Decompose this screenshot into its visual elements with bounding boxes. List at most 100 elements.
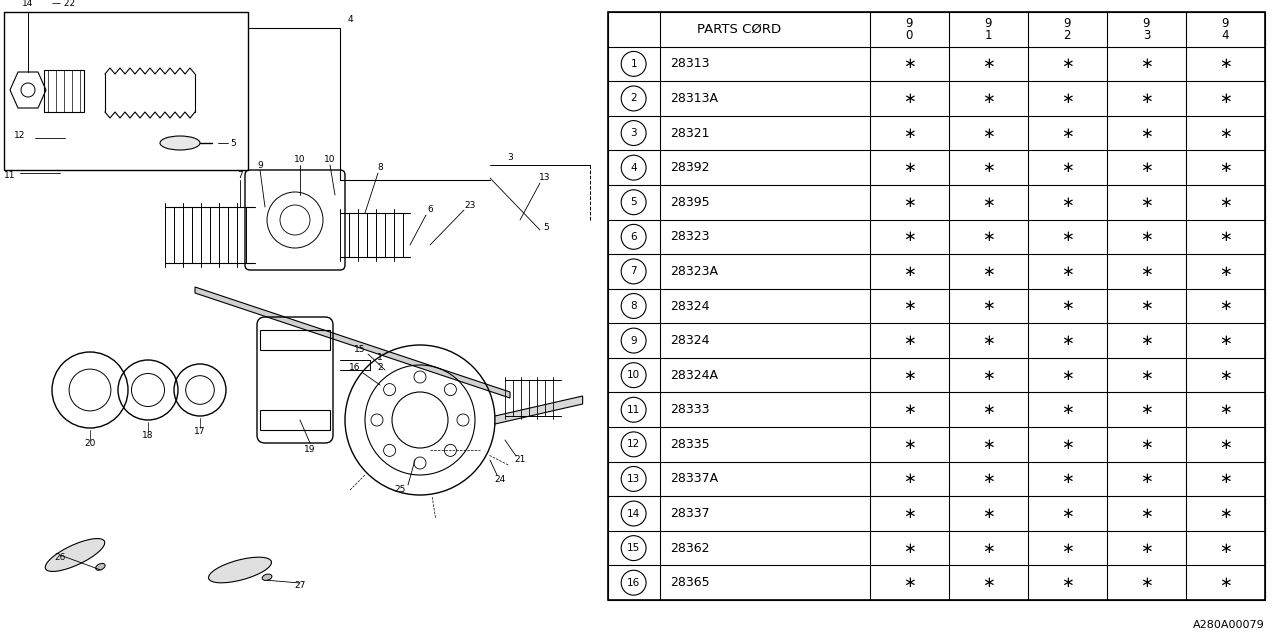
Text: ∗: ∗ xyxy=(1140,91,1153,106)
Text: ∗: ∗ xyxy=(1140,472,1153,486)
Text: 3: 3 xyxy=(507,154,513,163)
Text: 28321: 28321 xyxy=(669,127,709,140)
Text: 10: 10 xyxy=(294,156,306,164)
Text: ∗: ∗ xyxy=(1140,437,1153,452)
Text: ∗: ∗ xyxy=(902,195,915,210)
Text: ∗: ∗ xyxy=(982,56,995,72)
Text: 28323: 28323 xyxy=(669,230,709,243)
Text: 7: 7 xyxy=(237,170,243,179)
Text: ∗: ∗ xyxy=(982,437,995,452)
Text: 3: 3 xyxy=(630,128,637,138)
Text: ∗: ∗ xyxy=(1061,575,1074,590)
Text: 13: 13 xyxy=(627,474,640,484)
Text: 6: 6 xyxy=(428,205,433,214)
Text: 27: 27 xyxy=(294,580,306,589)
Ellipse shape xyxy=(45,538,105,572)
Text: ∗: ∗ xyxy=(1219,56,1231,72)
Text: ∗: ∗ xyxy=(1140,56,1153,72)
Text: ∗: ∗ xyxy=(982,472,995,486)
Text: ∗: ∗ xyxy=(902,541,915,556)
Text: 8: 8 xyxy=(378,163,383,173)
Text: — 22: — 22 xyxy=(52,0,76,8)
Text: ∗: ∗ xyxy=(982,403,995,417)
Text: 23: 23 xyxy=(465,200,476,209)
Text: ∗: ∗ xyxy=(1061,160,1074,175)
Text: ∗: ∗ xyxy=(1061,195,1074,210)
Text: ∗: ∗ xyxy=(1219,506,1231,521)
Text: ∗: ∗ xyxy=(1140,403,1153,417)
Text: ∗: ∗ xyxy=(1061,506,1074,521)
Text: 20: 20 xyxy=(84,438,96,447)
Text: 12: 12 xyxy=(14,131,26,140)
Text: ∗: ∗ xyxy=(982,264,995,279)
Text: 28324: 28324 xyxy=(669,300,709,312)
Text: ∗: ∗ xyxy=(902,91,915,106)
Text: ∗: ∗ xyxy=(982,367,995,383)
Text: ∗: ∗ xyxy=(982,333,995,348)
Text: ∗: ∗ xyxy=(1219,298,1231,314)
Text: 9: 9 xyxy=(1143,17,1151,30)
Text: ∗: ∗ xyxy=(1061,403,1074,417)
Text: ∗: ∗ xyxy=(902,367,915,383)
Text: 28337: 28337 xyxy=(669,507,709,520)
Text: ∗: ∗ xyxy=(1140,367,1153,383)
Text: 4: 4 xyxy=(630,163,637,173)
Text: ∗: ∗ xyxy=(902,506,915,521)
Text: 14: 14 xyxy=(627,509,640,518)
Text: 11: 11 xyxy=(4,172,15,180)
Text: ∗: ∗ xyxy=(1061,298,1074,314)
Text: ∗: ∗ xyxy=(982,229,995,244)
Text: 24: 24 xyxy=(494,476,506,484)
Text: 28395: 28395 xyxy=(669,196,709,209)
Bar xyxy=(260,330,330,350)
Text: ∗: ∗ xyxy=(1140,160,1153,175)
Text: ∗: ∗ xyxy=(1061,264,1074,279)
Text: ∗: ∗ xyxy=(982,541,995,556)
Text: 28333: 28333 xyxy=(669,403,709,416)
Text: ∗: ∗ xyxy=(1140,264,1153,279)
Text: 28313A: 28313A xyxy=(669,92,718,105)
Text: ∗: ∗ xyxy=(902,160,915,175)
Text: ∗: ∗ xyxy=(982,195,995,210)
Text: 28392: 28392 xyxy=(669,161,709,174)
Text: 10: 10 xyxy=(627,370,640,380)
Text: ∗: ∗ xyxy=(1140,575,1153,590)
Text: 26: 26 xyxy=(54,552,65,561)
Text: 16: 16 xyxy=(349,364,361,372)
Text: ∗: ∗ xyxy=(1219,575,1231,590)
Text: ∗: ∗ xyxy=(902,264,915,279)
Text: 28324A: 28324A xyxy=(669,369,718,381)
Text: 28313: 28313 xyxy=(669,58,709,70)
Text: 5: 5 xyxy=(630,197,637,207)
Text: ∗: ∗ xyxy=(1061,541,1074,556)
Text: 19: 19 xyxy=(305,445,316,454)
Text: ∗: ∗ xyxy=(982,298,995,314)
Text: 28323A: 28323A xyxy=(669,265,718,278)
Text: ∗: ∗ xyxy=(1219,160,1231,175)
Text: 15: 15 xyxy=(627,543,640,553)
Text: 17: 17 xyxy=(195,426,206,435)
Text: ∗: ∗ xyxy=(1140,506,1153,521)
Text: A280A00079: A280A00079 xyxy=(1193,620,1265,630)
Bar xyxy=(260,410,330,430)
Text: ∗: ∗ xyxy=(1219,333,1231,348)
Text: 14: 14 xyxy=(22,0,33,8)
Text: ∗: ∗ xyxy=(902,56,915,72)
Ellipse shape xyxy=(262,574,271,580)
Text: ∗: ∗ xyxy=(1061,367,1074,383)
Text: ∗: ∗ xyxy=(902,125,915,141)
Text: 4: 4 xyxy=(347,15,353,24)
Text: 12: 12 xyxy=(627,439,640,449)
Text: ∗: ∗ xyxy=(902,403,915,417)
Text: 5: 5 xyxy=(543,223,549,232)
Text: ∗: ∗ xyxy=(1061,437,1074,452)
Text: 8: 8 xyxy=(630,301,637,311)
Bar xyxy=(44,70,84,112)
Text: 18: 18 xyxy=(142,431,154,440)
Ellipse shape xyxy=(209,557,271,583)
Text: ∗: ∗ xyxy=(1219,264,1231,279)
Polygon shape xyxy=(495,396,582,424)
Ellipse shape xyxy=(160,136,200,150)
Text: 16: 16 xyxy=(627,578,640,588)
Text: ∗: ∗ xyxy=(1219,195,1231,210)
